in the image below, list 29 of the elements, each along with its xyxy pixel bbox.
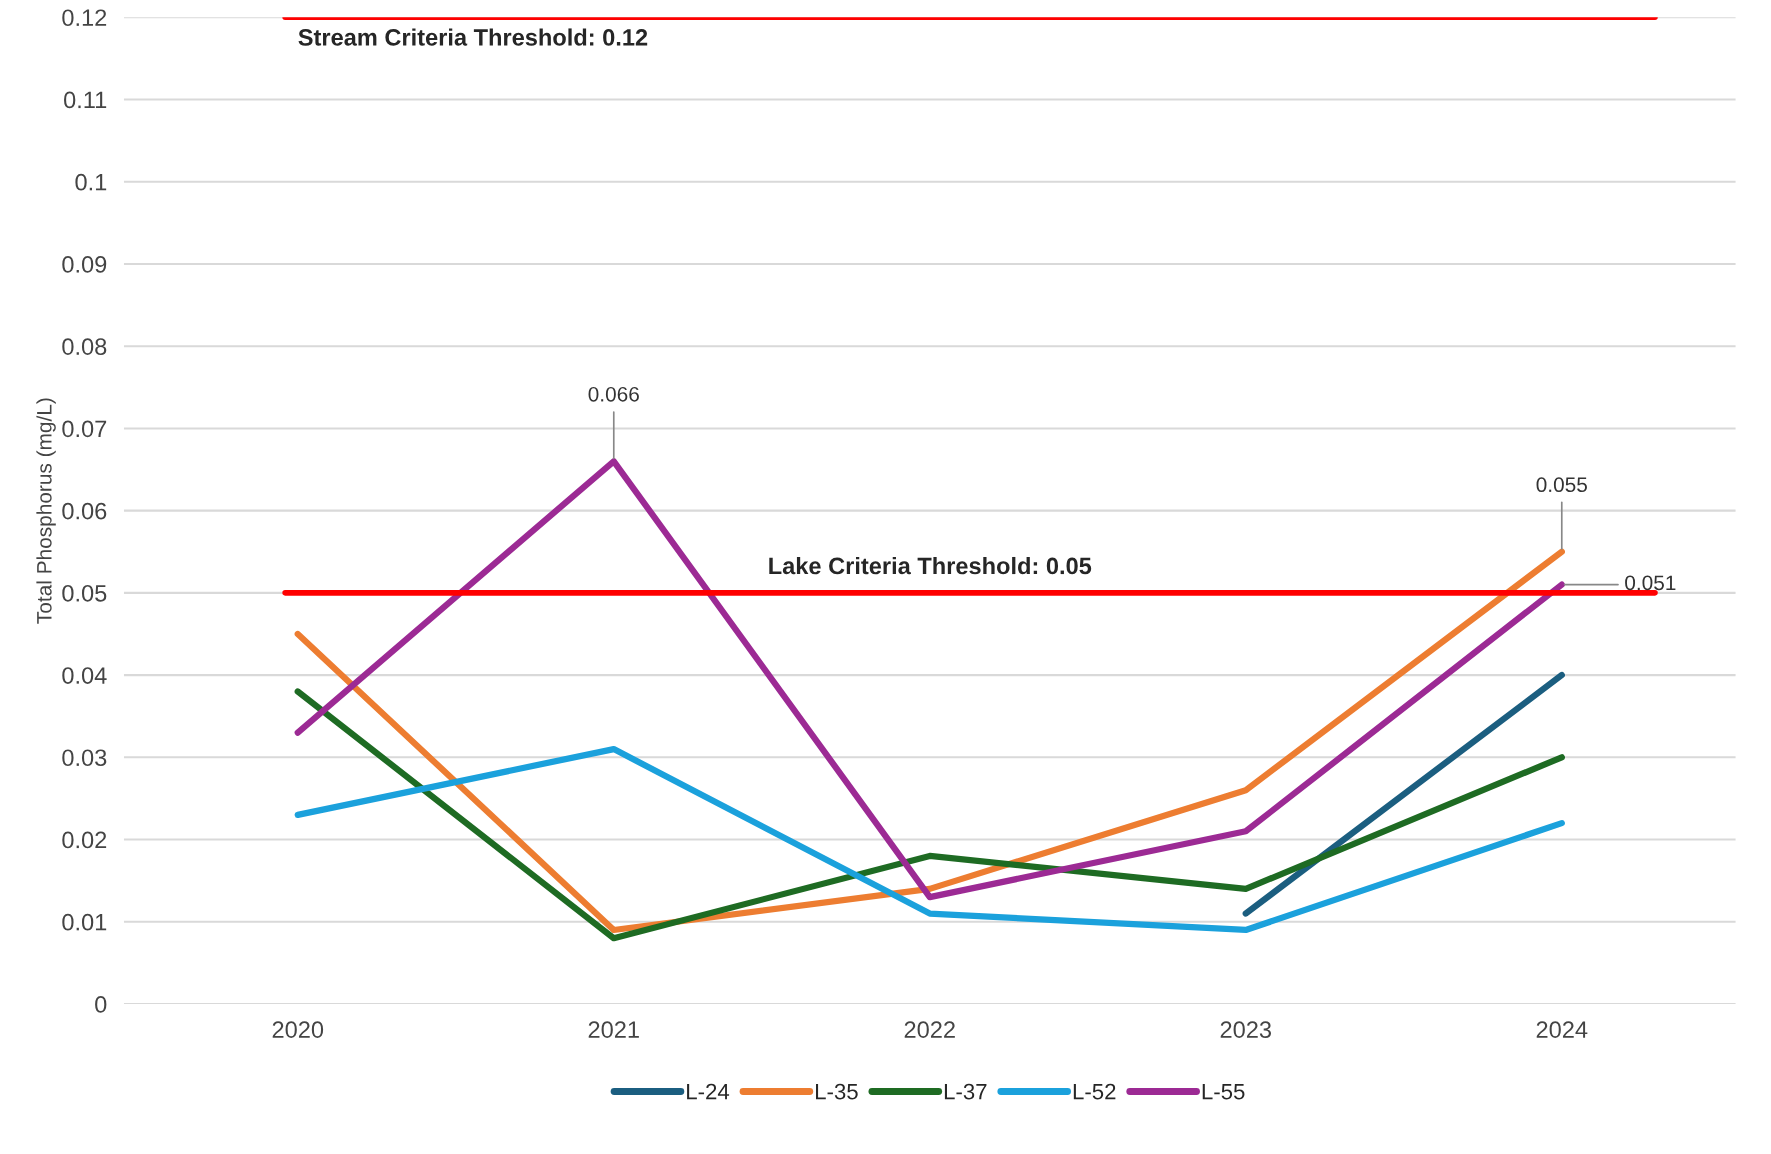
x-tick-label: 2020 [272, 1021, 324, 1038]
y-tick-label: 0.09 [62, 256, 107, 273]
x-tick-label: 2021 [588, 1021, 639, 1038]
legend-label: L-37 [944, 1083, 987, 1100]
data-label: 0.066 [588, 386, 639, 402]
y-tick-label: 0.07 [62, 420, 107, 438]
y-tick-label: 0.12 [62, 9, 107, 27]
x-tick-label: 2023 [1220, 1021, 1271, 1038]
legend-label: L-35 [816, 1083, 858, 1100]
y-tick-label: 0.08 [62, 338, 107, 355]
data-label: 0.051 [1625, 575, 1676, 591]
y-tick-label: 0.05 [62, 584, 107, 602]
y-tick-label: 0.04 [62, 667, 107, 684]
y-tick-label: 0 [95, 996, 107, 1013]
ref-line-label: Stream Criteria Threshold: 0.12 [298, 28, 648, 46]
y-tick-label: 0.1 [75, 173, 107, 191]
y-tick-label: 0.11 [64, 91, 107, 109]
y-tick-label: 0.02 [62, 831, 107, 849]
legend-label: L-24 [687, 1083, 730, 1100]
legend-label: L-55 [1202, 1084, 1245, 1100]
ref-line-label: Lake Criteria Threshold: 0.05 [769, 556, 1092, 575]
y-tick-label: 0.06 [62, 502, 107, 520]
y-tick-label: 0.03 [62, 749, 107, 767]
x-tick-label: 2022 [904, 1021, 955, 1038]
y-axis-title: Total Phosphorus (mg/L) [36, 398, 56, 624]
legend-label: L-52 [1073, 1083, 1116, 1100]
data-label: 0.055 [1536, 477, 1587, 493]
x-tick-label: 2024 [1536, 1021, 1588, 1038]
y-tick-label: 0.01 [62, 913, 107, 931]
